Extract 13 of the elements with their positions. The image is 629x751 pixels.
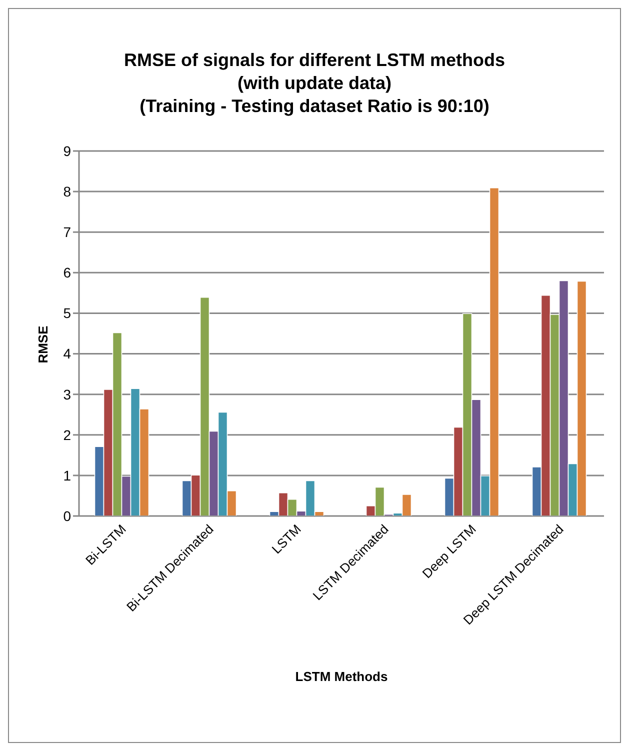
y-axis-title: RMSE [36,325,50,363]
y-tick-label: 4 [63,346,72,362]
y-tick-label: 6 [63,264,72,281]
y-tick-label: 1 [63,467,72,484]
y-tick-label: 5 [63,305,72,322]
y-tick-label: 8 [63,184,72,200]
y-tick-label: 3 [63,386,72,402]
y-tick-label: 9 [63,142,72,159]
x-axis-title: LSTM Methods [295,669,388,684]
y-tick-label: 2 [63,426,72,443]
chart-title: RMSE of signals for different LSTM methods (with update data) (Training - Testing dataset Ratio is 90:10) [122,49,506,118]
y-tick-label: 7 [63,224,72,240]
y-tick-label: 0 [63,508,72,524]
